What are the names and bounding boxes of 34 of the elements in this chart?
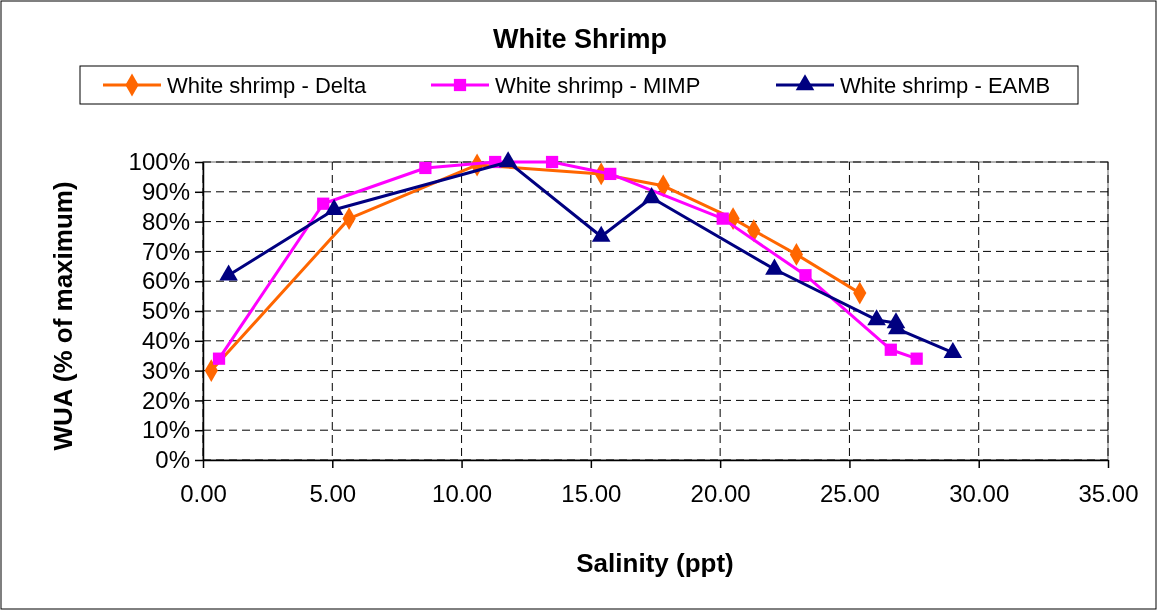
x-tick-label: 35.00 bbox=[1078, 480, 1139, 508]
x-tick-label: 30.00 bbox=[949, 480, 1010, 508]
y-tick-label: 60% bbox=[141, 267, 190, 295]
x-tick-label: 25.00 bbox=[819, 480, 880, 508]
point bbox=[716, 212, 729, 225]
y-axis-title: WUA (% of maximum) bbox=[48, 181, 78, 451]
point bbox=[317, 197, 330, 210]
y-tick-label: 40% bbox=[141, 326, 190, 354]
y-tick-label: 50% bbox=[141, 297, 190, 325]
point bbox=[884, 343, 897, 356]
y-tick-label: 30% bbox=[141, 356, 190, 384]
point bbox=[419, 161, 432, 175]
y-tick-label: 0% bbox=[155, 446, 190, 474]
point bbox=[545, 155, 559, 169]
y-tick-label: 100% bbox=[128, 148, 190, 176]
point bbox=[212, 352, 226, 365]
chart-title: White Shrimp bbox=[493, 24, 667, 54]
point bbox=[799, 269, 812, 282]
x-tick-label: 10.00 bbox=[432, 480, 493, 508]
y-tick-label: 20% bbox=[141, 386, 190, 414]
legend-label: White shrimp - Delta bbox=[167, 73, 368, 98]
x-tick-label: 20.00 bbox=[690, 480, 751, 508]
x-tick-label: 15.00 bbox=[561, 480, 622, 508]
x-tick-label: 5.00 bbox=[309, 480, 357, 508]
legend-label: White shrimp - EAMB bbox=[840, 73, 1051, 98]
y-tick-label: 10% bbox=[141, 416, 190, 444]
point bbox=[910, 352, 923, 365]
y-tick-label: 70% bbox=[141, 237, 190, 265]
point bbox=[604, 167, 617, 181]
y-tick-label: 90% bbox=[141, 177, 190, 205]
legend-label: White shrimp - MIMP bbox=[495, 73, 701, 98]
x-axis-title: Salinity (ppt) bbox=[576, 548, 734, 578]
y-tick-label: 80% bbox=[141, 207, 190, 235]
x-tick-label: 0.00 bbox=[180, 480, 227, 508]
